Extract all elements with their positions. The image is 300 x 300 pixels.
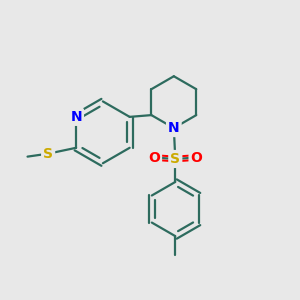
Text: N: N — [70, 110, 82, 124]
Text: O: O — [190, 151, 202, 164]
Text: S: S — [43, 147, 53, 161]
Text: S: S — [170, 152, 180, 166]
Text: O: O — [148, 151, 160, 164]
Text: N: N — [168, 121, 180, 135]
